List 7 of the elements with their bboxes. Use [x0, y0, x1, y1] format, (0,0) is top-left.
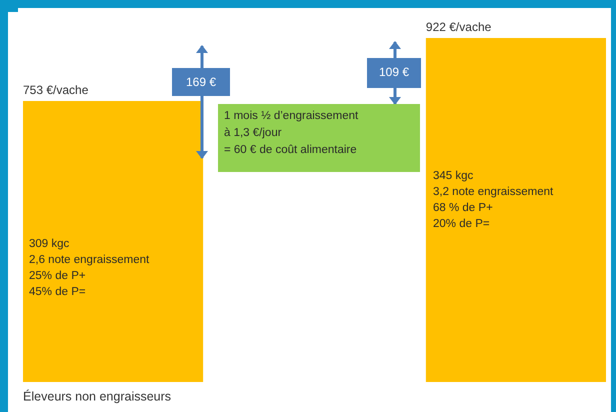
- data-label: 922 €/vache: [426, 20, 492, 34]
- label-box: 169 €: [172, 68, 230, 96]
- callout-box: 1 mois ½ d’engraissement à 1,3 €/jour = 60 € de coût alimentaire: [218, 104, 420, 172]
- x-tick-label: Éleveurs non engraisseurs: [23, 390, 172, 404]
- annotation: 309 kgc 2,6 note engraissement 25% de P+ 45% de P=: [29, 237, 150, 300]
- data-label: 753 €/vache: [23, 83, 89, 98]
- annotation: 345 kgc 3,2 note engraissement 68 % de P+ 20% de P=: [433, 169, 554, 232]
